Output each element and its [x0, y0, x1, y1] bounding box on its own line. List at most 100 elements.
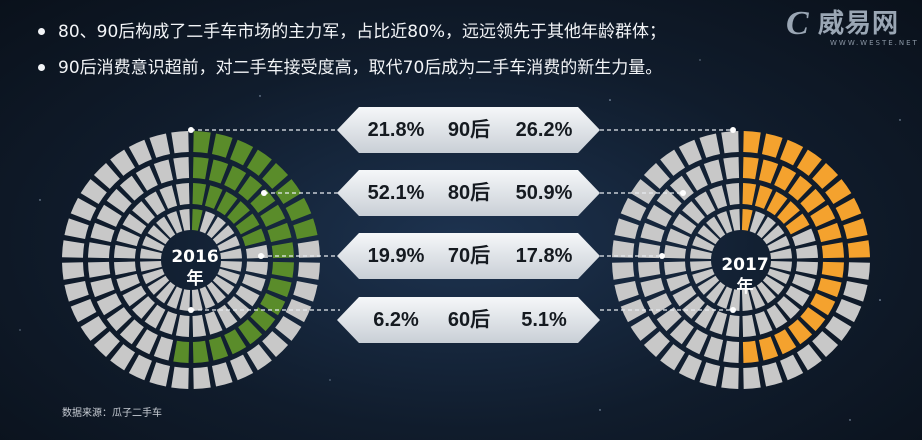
- ring-segment-2017-80s: [656, 188, 682, 213]
- ring-segment-2016-80s-filled: [271, 261, 294, 278]
- ring-segment-2016-70s: [235, 285, 260, 307]
- ring-segment-2016-60s: [220, 260, 242, 272]
- ring-segment-2017-70s: [725, 314, 740, 337]
- ring-segment-2017-80s-filled: [810, 204, 836, 227]
- ring-segment-2017-80s: [669, 319, 694, 345]
- ring-segment-2017-70s: [725, 183, 740, 206]
- ring-segment-2017-90s: [678, 354, 702, 381]
- ring-segment-2017-80s: [703, 336, 724, 361]
- ring-segment-2016-80s: [119, 319, 144, 345]
- ring-segment-2016-90s: [285, 299, 312, 323]
- ring-segment-2017-60s: [729, 209, 741, 231]
- ring-segment-2017-70s: [709, 311, 728, 335]
- ring-segment-2017-60s: [692, 235, 715, 252]
- ring-segment-2017-70s: [694, 304, 716, 329]
- ring-segment-2016-70s: [245, 261, 268, 276]
- ring-segment-2017-90s: [780, 354, 804, 381]
- year-2016-suffix: 年: [186, 269, 204, 289]
- ring-segment-2016-70s: [192, 314, 207, 337]
- ring-segment-2017-80s: [723, 157, 740, 180]
- ring-segment-2017-90s: [660, 344, 686, 371]
- ring-segment-2016-90s: [62, 262, 85, 280]
- ring-segment-2016-70s: [116, 273, 140, 292]
- ring-segment-2017-70s: [709, 185, 728, 209]
- ring-segment-2017-60s: [756, 281, 776, 304]
- ring-segment-2016-80s: [90, 277, 115, 298]
- ring-segment-2017-90s: [743, 366, 761, 389]
- ring-segment-2017-70s: [672, 213, 697, 235]
- ring-segment-2016-60s: [156, 281, 176, 304]
- ring-segment-2017-70s: [795, 261, 818, 276]
- ring-segment-2017-90s-filled: [812, 162, 839, 189]
- ring-segment-2017-90s: [614, 280, 639, 302]
- ring-segment-2016-90s-filled: [211, 133, 233, 158]
- ring-segment-2017-70s-filled: [766, 191, 788, 216]
- ring-segment-2016-80s-filled: [192, 157, 209, 180]
- ring-segment-2017-70s: [792, 273, 816, 292]
- ring-segment-2017-80s: [656, 307, 682, 332]
- ring-segment-2016-90s: [70, 197, 97, 221]
- ring-segment-2016-80s-filled: [250, 188, 276, 213]
- ring-segment-2016-60s: [147, 275, 170, 295]
- ring-segment-2016-60s: [179, 209, 191, 231]
- bullet-text: 90后消费意识超前，对二手车接受度高，取代70后成为二手车消费的新生力量。: [58, 58, 663, 78]
- ring-segment-2017-70s-filled: [777, 201, 800, 224]
- connector-dot-80s: [680, 190, 686, 196]
- ring-segment-2016-80s: [135, 329, 158, 355]
- year-label-2017: 2017 年: [705, 254, 785, 298]
- ring-segment-2017-80s: [723, 340, 740, 363]
- ring-segment-2016-70s: [175, 314, 190, 337]
- ring-segment-2017-90s: [630, 179, 657, 205]
- ring-segment-2017-70s: [766, 304, 788, 329]
- ring-segment-2016-90s-filled: [230, 139, 254, 166]
- ring-segment-2016-70s: [144, 304, 166, 329]
- ring-segment-2016-90s-filled: [262, 162, 289, 189]
- ring-segment-2016-90s: [93, 162, 120, 189]
- ring-segment-2017-70s: [664, 244, 687, 259]
- ring-segment-2016-70s-filled: [192, 183, 207, 206]
- value-2017-70s: 17.8%: [515, 245, 573, 267]
- ring-segment-2016-60s: [191, 289, 203, 311]
- ring-segment-2017-90s: [825, 315, 852, 341]
- ring-segment-2017-80s-filled: [817, 277, 842, 298]
- ring-segment-2016-80s-filled: [224, 165, 247, 191]
- ring-segment-2016-70s: [132, 296, 155, 319]
- ring-segment-2017-80s: [685, 165, 708, 191]
- ring-segment-2016-90s: [293, 280, 318, 302]
- ring-segment-2016-90s: [211, 362, 233, 387]
- ring-segment-2017-70s: [664, 261, 687, 276]
- ring-segment-2017-80s-filled: [774, 165, 797, 191]
- ring-segment-2016-90s-filled: [246, 149, 272, 176]
- ring-segment-2017-90s: [620, 197, 647, 221]
- ring-segment-2017-80s-filled: [810, 293, 836, 316]
- ring-segment-2017-90s-filled: [847, 240, 870, 258]
- ring-segment-2017-90s-filled: [796, 149, 822, 176]
- category-60s: 60后: [447, 309, 491, 331]
- ring-segment-2016-80s-filled: [267, 277, 292, 298]
- ring-segment-2016-80s-filled: [238, 319, 263, 345]
- ring-segment-2017-90s-filled: [825, 179, 852, 205]
- value-2016-90s: 21.8%: [367, 119, 425, 141]
- ring-segment-2017-80s-filled: [821, 242, 844, 259]
- ring-segment-2016-90s: [230, 354, 254, 381]
- ring-segment-2017-70s: [777, 296, 800, 319]
- ring-segment-2016-80s-filled: [208, 336, 229, 361]
- ring-segment-2016-80s: [135, 165, 158, 191]
- ring-segment-2016-90s: [80, 179, 107, 205]
- year-2016-number: 2016: [171, 247, 219, 267]
- radial-chart-2016: [62, 131, 320, 389]
- ring-segment-2017-70s: [682, 296, 705, 319]
- data-row-70s: 19.9% 70后 17.8%: [337, 233, 600, 279]
- bullet-dot: [38, 28, 45, 35]
- ring-segment-2016-80s-filled: [173, 340, 190, 363]
- ring-segment-2016-90s: [128, 139, 152, 166]
- ring-segment-2017-90s: [643, 162, 670, 189]
- ring-segment-2017-90s: [678, 139, 702, 166]
- ring-segment-2017-90s: [630, 315, 657, 341]
- ring-segment-2017-80s: [640, 222, 665, 243]
- ring-segment-2017-90s-filled: [761, 133, 783, 158]
- ring-segment-2016-70s: [227, 296, 250, 319]
- ring-segment-2017-60s: [697, 275, 720, 295]
- ring-segment-2017-70s: [682, 201, 705, 224]
- ring-segment-2017-70s-filled: [754, 185, 773, 209]
